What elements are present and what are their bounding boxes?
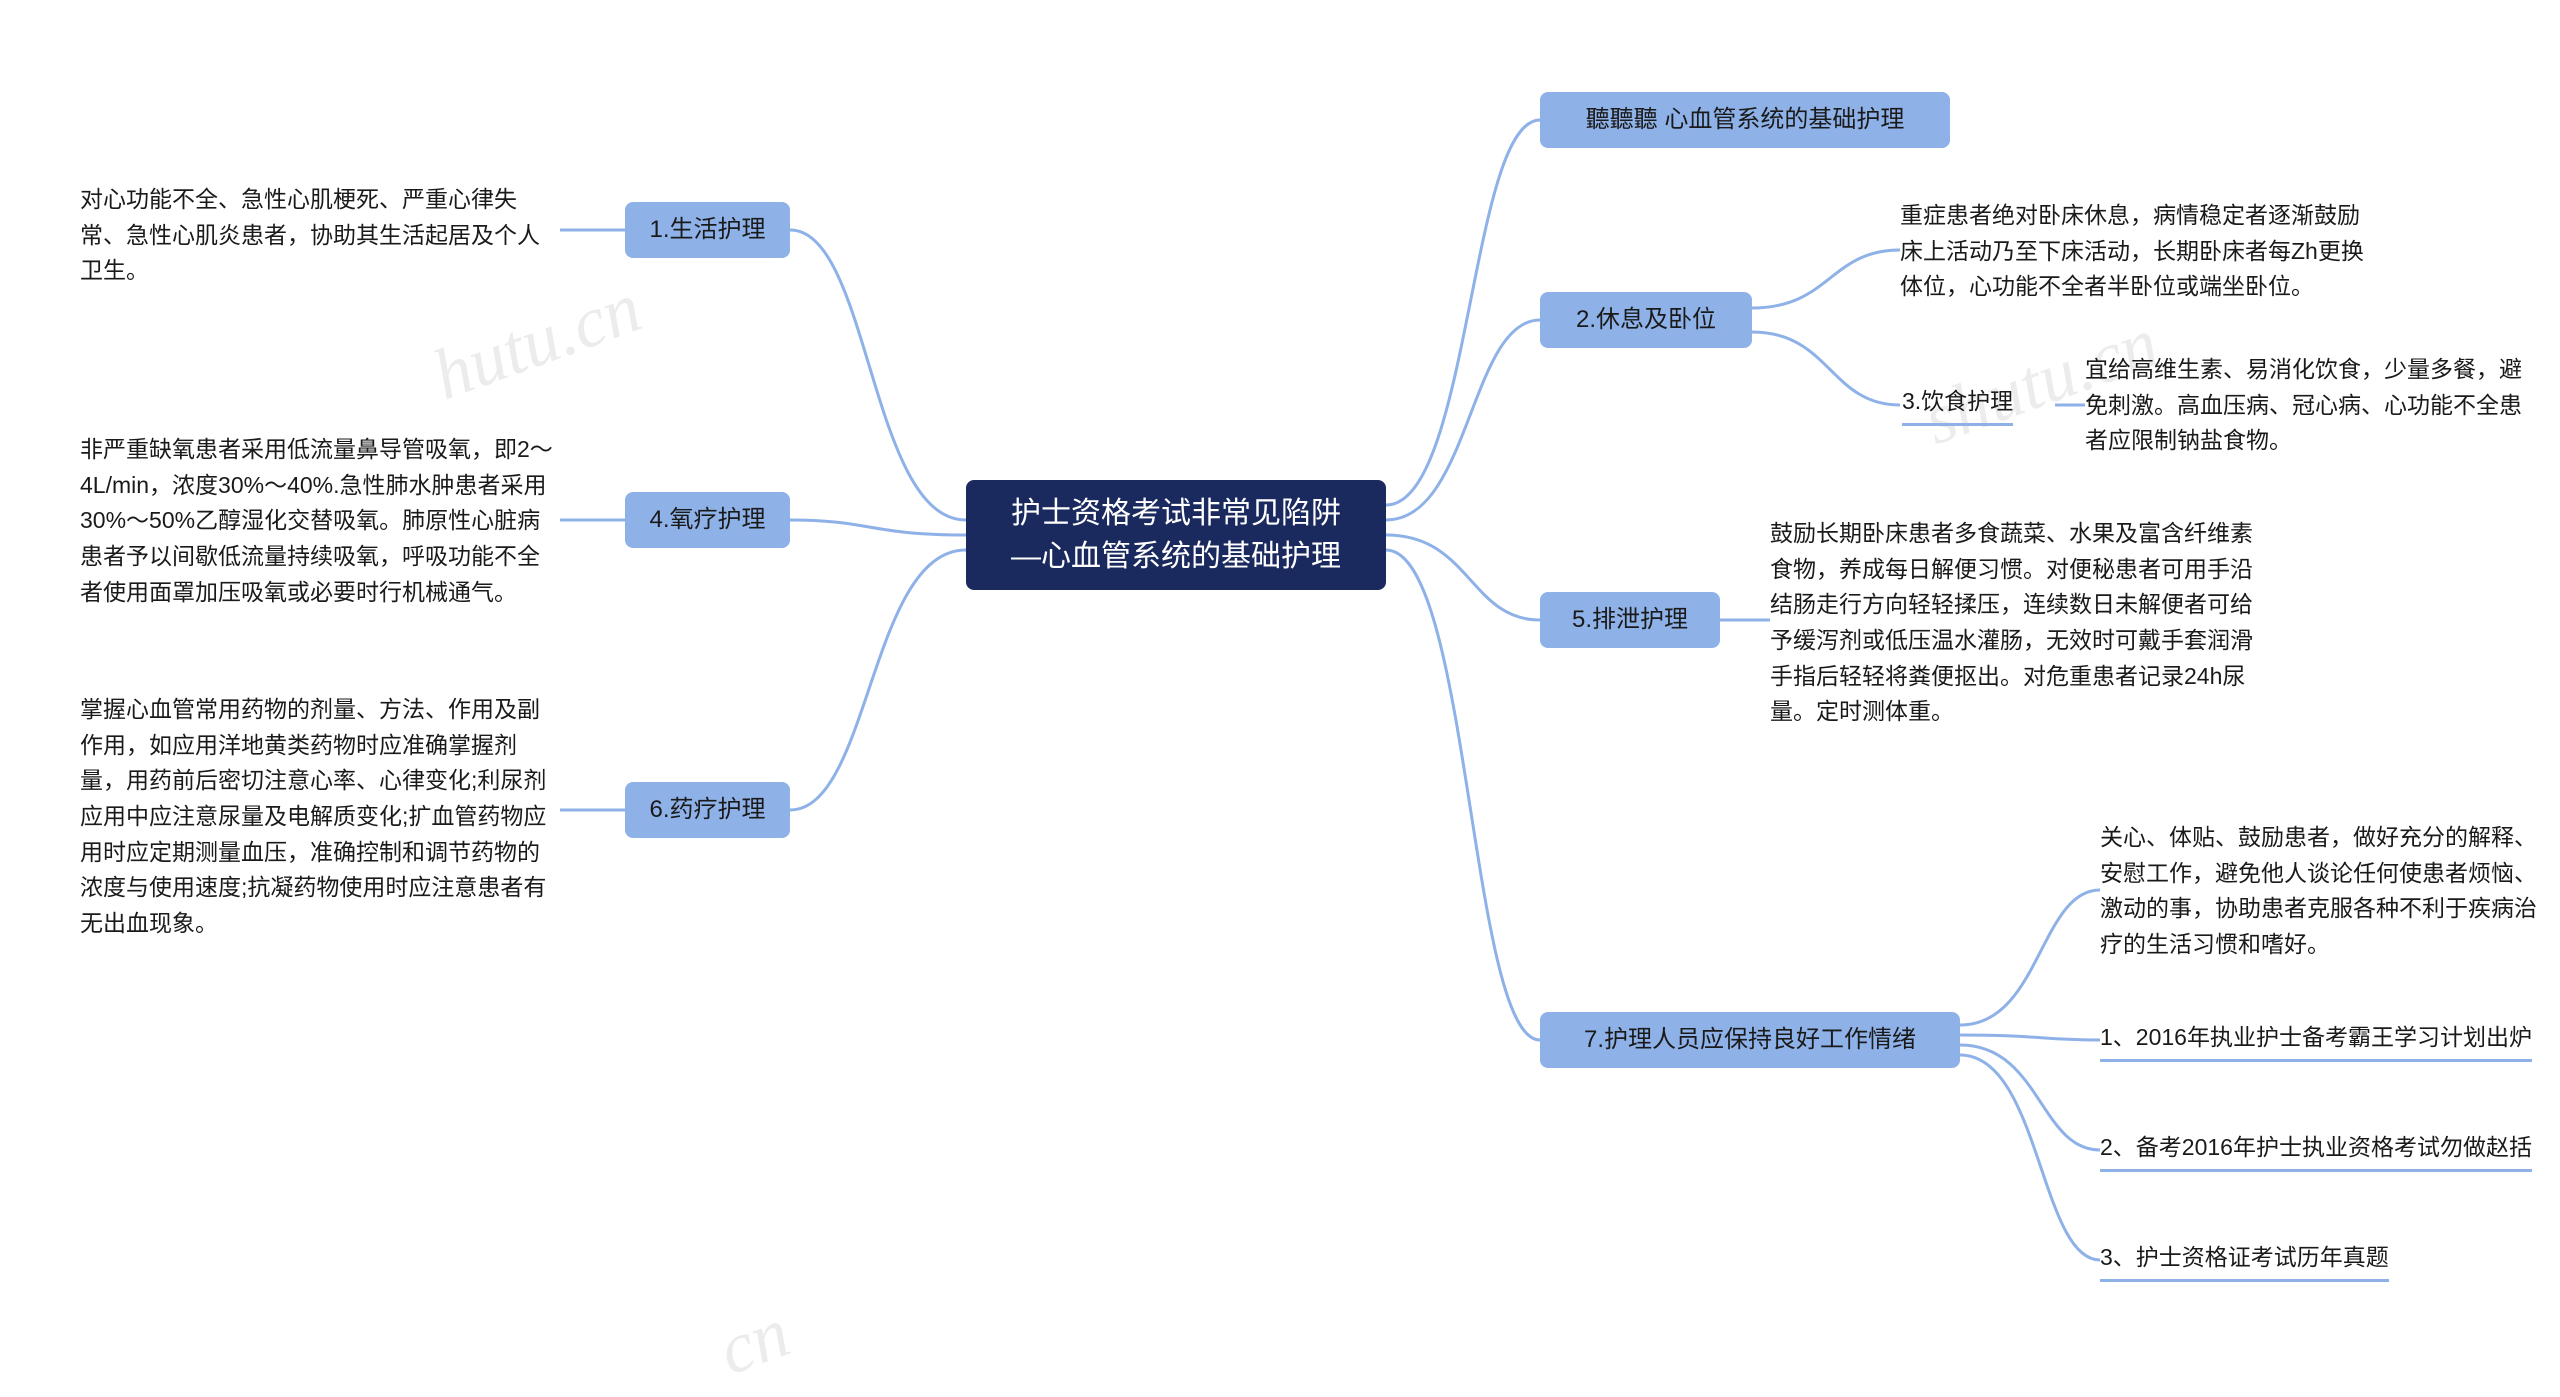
node-excretion-care-label: 5.排泄护理 <box>1572 603 1688 638</box>
node-life-care-label: 1.生活护理 <box>649 213 765 248</box>
desc-staff-emotion-1: 关心、体贴、鼓励患者，做好充分的解释、安慰工作，避免他人谈论任何使患者烦恼、激动… <box>2100 820 2540 963</box>
node-excretion-care[interactable]: 5.排泄护理 <box>1540 592 1720 648</box>
node-life-care[interactable]: 1.生活护理 <box>625 202 790 258</box>
node-diet-care[interactable]: 3.饮食护理 <box>1902 384 2013 426</box>
root-line2: —心血管系统的基础护理 <box>1011 540 1341 573</box>
desc-life-care: 对心功能不全、急性心肌梗死、严重心律失常、急性心肌炎患者，协助其生活起居及个人卫… <box>80 182 560 289</box>
node-heading-label: 聽聽聽 心血管系统的基础护理 <box>1586 103 1905 138</box>
node-drug-care[interactable]: 6.药疗护理 <box>625 782 790 838</box>
desc-drug-care: 掌握心血管常用药物的剂量、方法、作用及副作用，如应用洋地黄类药物时应准确掌握剂量… <box>80 692 560 941</box>
node-rest-position[interactable]: 2.休息及卧位 <box>1540 292 1752 348</box>
desc-oxygen-care: 非严重缺氧患者采用低流量鼻导管吸氧，即2～4L/min，浓度30%～40%.急性… <box>80 432 560 610</box>
node-drug-care-label: 6.药疗护理 <box>649 793 765 828</box>
node-oxygen-care-label: 4.氧疗护理 <box>649 503 765 538</box>
node-rest-position-label: 2.休息及卧位 <box>1576 303 1716 338</box>
link-study-plan-2016[interactable]: 1、2016年执业护士备考霸王学习计划出炉 <box>2100 1020 2532 1062</box>
node-heading[interactable]: 聽聽聽 心血管系统的基础护理 <box>1540 92 1950 148</box>
node-oxygen-care[interactable]: 4.氧疗护理 <box>625 492 790 548</box>
link-exam-prep-2016[interactable]: 2、备考2016年护士执业资格考试勿做赵括 <box>2100 1130 2532 1172</box>
root-node[interactable]: 护士资格考试非常见陷阱 —心血管系统的基础护理 <box>966 480 1386 590</box>
node-staff-emotion-label: 7.护理人员应保持良好工作情绪 <box>1584 1023 1916 1058</box>
watermark: cn <box>708 1291 800 1392</box>
root-line1: 护士资格考试非常见陷阱 <box>1011 497 1341 530</box>
desc-diet-care: 宜给高维生素、易消化饮食，少量多餐，避免刺激。高血压病、冠心病、心功能不全患者应… <box>2085 352 2525 459</box>
node-staff-emotion[interactable]: 7.护理人员应保持良好工作情绪 <box>1540 1012 1960 1068</box>
desc-rest-position-1: 重症患者绝对卧床休息，病情稳定者逐渐鼓励床上活动乃至下床活动，长期卧床者每Zh更… <box>1900 198 2380 305</box>
desc-excretion-care: 鼓励长期卧床患者多食蔬菜、水果及富含纤维素食物，养成每日解便习惯。对便秘患者可用… <box>1770 516 2270 730</box>
link-past-papers[interactable]: 3、护士资格证考试历年真题 <box>2100 1240 2389 1282</box>
